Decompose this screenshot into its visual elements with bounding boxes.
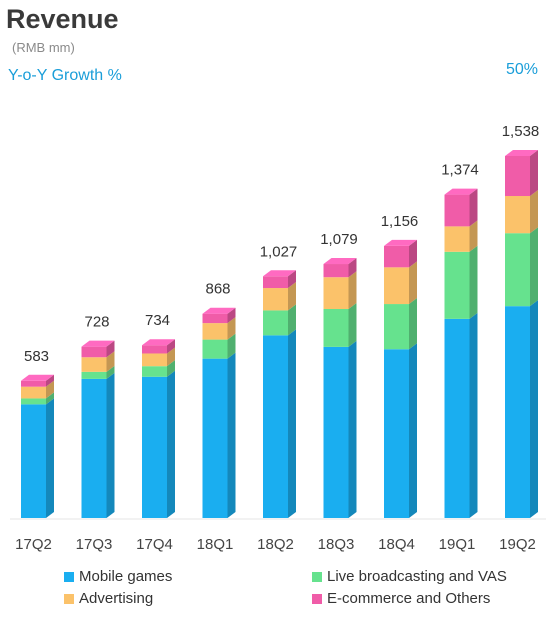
bar-segment-e-commerce-and-others	[263, 270, 296, 289]
x-tick-label: 18Q4	[378, 536, 415, 553]
bar-total-label: 583	[24, 348, 49, 365]
x-tick-label: 19Q2	[499, 536, 536, 553]
bar-segment-advertising	[384, 261, 417, 305]
bar-segment-mobile-games	[142, 370, 175, 518]
x-tick-label: 18Q1	[197, 536, 234, 553]
bar-top-face	[202, 307, 236, 314]
yoy-growth-value: 50%	[505, 61, 538, 78]
legend-swatch-live-broadcasting	[312, 571, 322, 582]
bar-total-label: 1,027	[260, 243, 298, 260]
bar-segment-live-broadcasting-and-vas	[384, 298, 417, 350]
bar-segment-live-broadcasting-and-vas	[505, 227, 538, 307]
bar-group-19Q2	[505, 150, 538, 518]
bar-segment-advertising	[323, 271, 357, 309]
bar-group-19Q1	[444, 188, 478, 518]
bar-segment-e-commerce-and-others	[81, 340, 115, 358]
x-tick-label: 18Q3	[318, 536, 355, 553]
bar-segment-mobile-games	[263, 329, 296, 518]
bar-segment-mobile-games	[505, 300, 538, 518]
bar-segment-mobile-games	[384, 343, 417, 518]
bar-segment-live-broadcasting-and-vas	[202, 333, 236, 359]
bar-group-18Q4	[384, 239, 417, 518]
bar-segment-e-commerce-and-others	[21, 374, 54, 387]
bar-top-face	[21, 374, 54, 381]
bar-segment-live-broadcasting-and-vas	[263, 304, 296, 336]
bar-segment-mobile-games	[444, 312, 478, 518]
legend-swatch-mobile-games	[64, 571, 74, 582]
x-tick-label: 17Q4	[136, 536, 173, 553]
bar-segment-live-broadcasting-and-vas	[81, 365, 115, 379]
bar-total-label: 734	[145, 312, 170, 329]
bar-total-label: 1,156	[381, 213, 419, 230]
bar-segment-advertising	[81, 351, 115, 372]
legend-live-broadcasting: Live broadcasting and VAS	[312, 568, 507, 585]
legend-label-advertising: Advertising	[79, 590, 154, 607]
chart-title: Revenue	[6, 4, 119, 34]
bar-segment-e-commerce-and-others	[142, 339, 175, 354]
bar-group-17Q4	[142, 339, 175, 518]
bar-segment-live-broadcasting-and-vas	[323, 302, 357, 347]
bar-segment-advertising	[202, 317, 236, 340]
bar-group-18Q3	[323, 258, 357, 518]
bar-segment-advertising	[21, 380, 54, 399]
bar-segment-live-broadcasting-and-vas	[444, 245, 478, 319]
bar-total-label: 868	[205, 281, 230, 298]
bar-segment-e-commerce-and-others	[323, 258, 357, 278]
bar-segment-advertising	[142, 347, 175, 367]
bar-total-label: 728	[84, 314, 109, 331]
x-tick-label: 18Q2	[257, 536, 294, 553]
bar-segment-live-broadcasting-and-vas	[142, 360, 175, 377]
bar-segment-e-commerce-and-others	[444, 188, 478, 227]
bar-top-face	[384, 239, 417, 246]
bar-segment-mobile-games	[323, 340, 357, 518]
bar-top-face	[142, 339, 175, 346]
x-tick-label: 19Q1	[439, 536, 476, 553]
bar-segment-mobile-games	[202, 352, 236, 518]
bar-segment-mobile-games	[81, 372, 115, 518]
legend-ecommerce: E-commerce and Others	[312, 590, 490, 607]
bar-top-face	[323, 258, 357, 265]
bar-total-label: 1,374	[441, 162, 479, 179]
legend-advertising: Advertising	[64, 590, 153, 607]
bar-segment-e-commerce-and-others	[505, 150, 538, 197]
bar-segment-e-commerce-and-others	[202, 307, 236, 324]
legend-swatch-advertising	[64, 593, 74, 604]
bar-segment-advertising	[263, 282, 296, 311]
legend-mobile-games: Mobile games	[64, 568, 172, 585]
bar-segment-advertising	[505, 190, 538, 234]
bar-segment-advertising	[444, 220, 478, 252]
bar-segment-live-broadcasting-and-vas	[21, 392, 54, 405]
legend-label-mobile-games: Mobile games	[79, 568, 173, 585]
bar-segment-mobile-games	[21, 398, 54, 518]
bar-group-18Q1	[202, 307, 236, 518]
legend-swatch-ecommerce	[312, 593, 322, 604]
bar-segment-e-commerce-and-others	[384, 239, 417, 268]
bar-group-17Q3	[81, 340, 115, 518]
bar-group-17Q2	[21, 374, 54, 518]
yoy-growth-label: Y-o-Y Growth %	[8, 67, 122, 84]
bar-total-label: 1,079	[320, 231, 358, 248]
bar-top-face	[505, 150, 538, 156]
x-tick-label: 17Q3	[76, 536, 113, 553]
chart-subtitle: (RMB mm)	[12, 40, 75, 55]
bar-group-18Q2	[263, 270, 296, 518]
bar-top-face	[444, 188, 478, 195]
bar-top-face	[263, 270, 296, 277]
legend-label-live-broadcasting: Live broadcasting and VAS	[327, 568, 507, 585]
x-tick-label: 17Q2	[15, 536, 52, 553]
bar-total-label: 1,538	[502, 123, 540, 140]
bar-top-face	[81, 340, 115, 347]
legend-label-ecommerce: E-commerce and Others	[327, 590, 491, 607]
